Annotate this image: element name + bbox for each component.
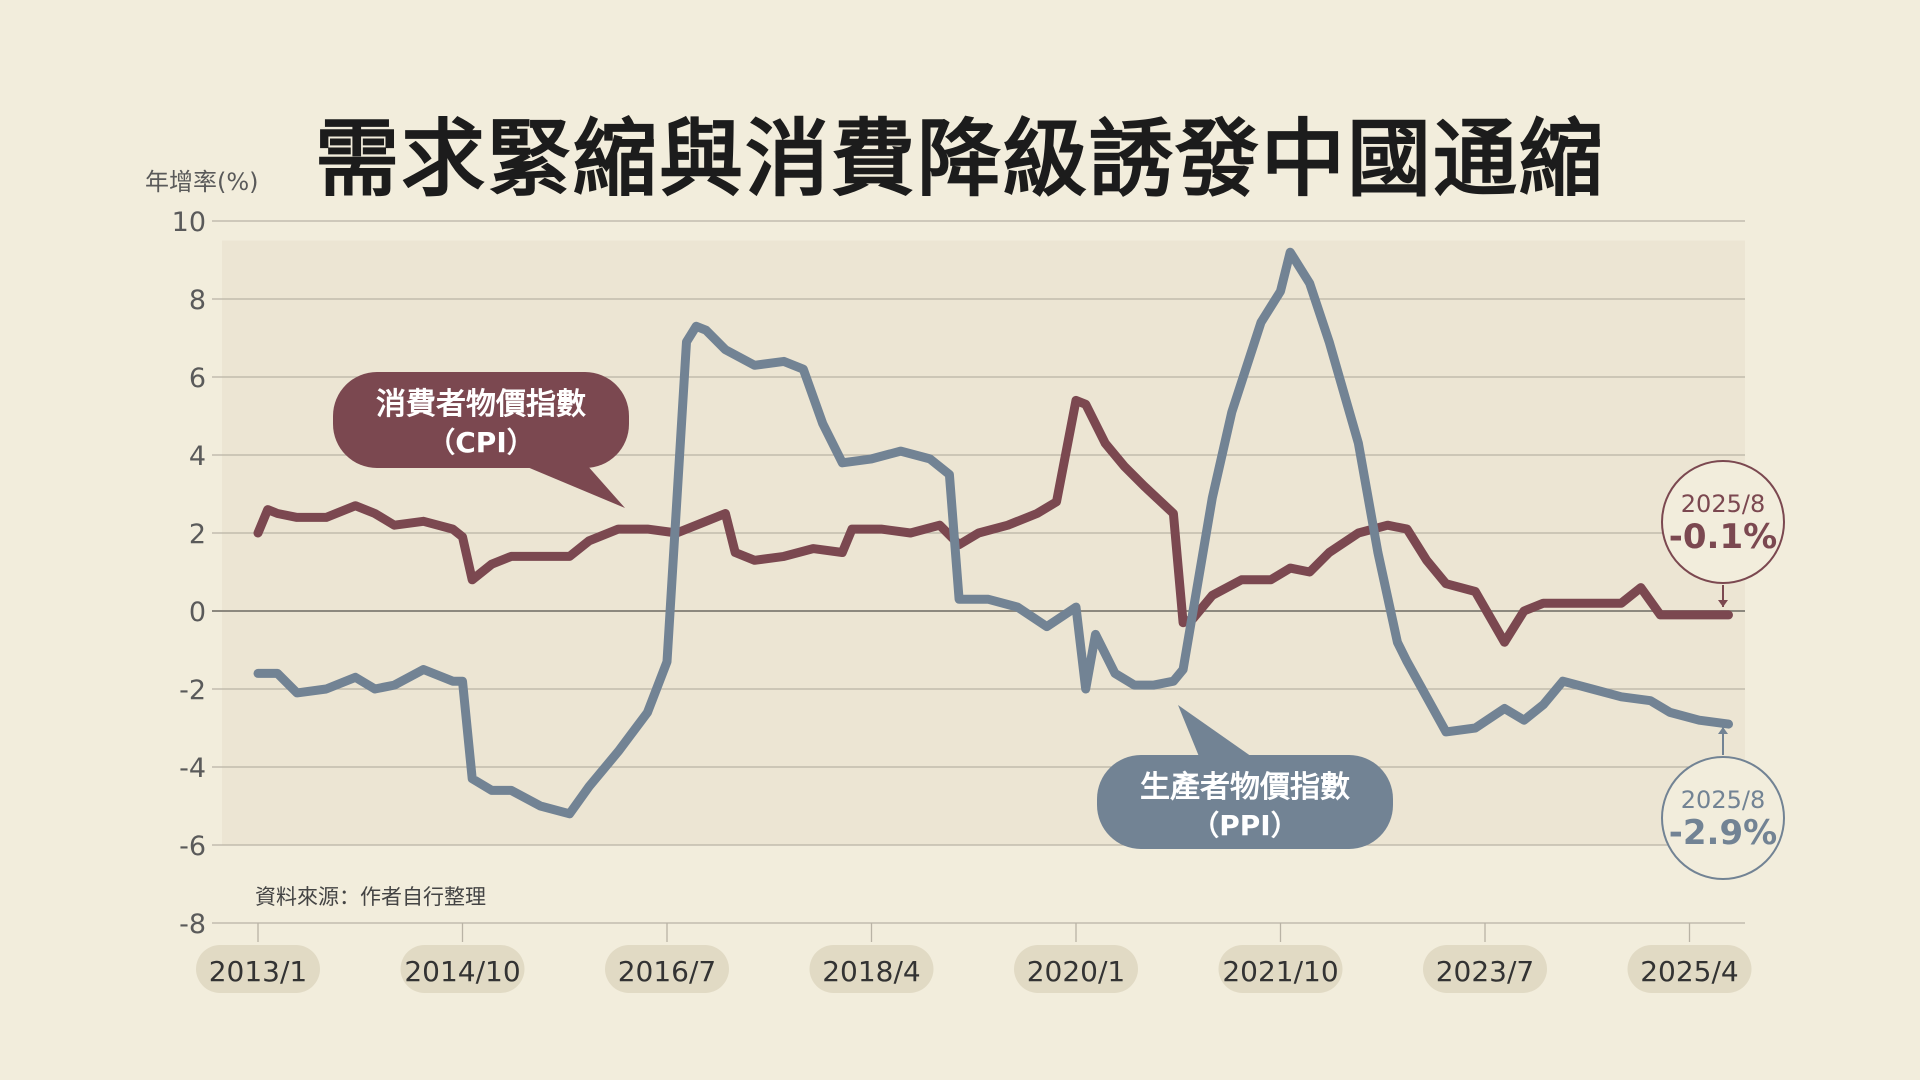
series-label: 消費者物價指數 <box>376 387 586 422</box>
ppi-series-line <box>253 247 1733 819</box>
annotation-circle <box>1661 756 1785 880</box>
plot-area <box>222 240 1745 845</box>
annotation-value: -2.9% <box>1669 813 1777 853</box>
y-tick-label: -2 <box>179 675 206 706</box>
x-tick-pill <box>809 945 934 993</box>
y-tick-label: 10 <box>172 207 206 238</box>
x-tick-label: 2016/7 <box>618 955 717 988</box>
x-tick-pill <box>400 945 525 993</box>
ppi-label-bubble: 生產者物價指數 （PPI） <box>1097 705 1393 849</box>
x-tick-pill <box>1218 945 1343 993</box>
y-tick-label: 2 <box>189 519 206 550</box>
bubble-tail <box>1178 705 1255 759</box>
chart-title: 需求緊縮與消費降級誘發中國通縮 <box>314 110 1605 208</box>
annotation-circle <box>1661 460 1785 584</box>
y-tick-label: -4 <box>179 753 206 784</box>
annotation-date: 2025/8 <box>1681 786 1765 814</box>
bubble-tail <box>520 464 625 508</box>
x-tick-label: 2018/4 <box>822 955 921 988</box>
annotation-date: 2025/8 <box>1681 490 1765 518</box>
x-tick-label: 2025/4 <box>1640 955 1739 988</box>
y-tick-label: 6 <box>189 363 206 394</box>
y-tick-label: -6 <box>179 831 206 862</box>
x-tick-pill <box>196 945 320 993</box>
y-tick-label: 8 <box>189 285 206 316</box>
y-tick-label: -8 <box>179 909 206 940</box>
annotation-value: -0.1% <box>1669 517 1777 557</box>
series-label: 生產者物價指數 <box>1140 770 1350 805</box>
cpi-label-bubble: 消費者物價指數 （CPI） <box>333 372 629 508</box>
x-tick-pill <box>1627 945 1752 993</box>
bubble-body <box>333 372 629 468</box>
x-tick-pill <box>1423 945 1547 993</box>
source-note: 資料來源：作者自行整理 <box>255 885 486 909</box>
y-tick-label: 0 <box>189 597 206 628</box>
x-tick-label: 2023/7 <box>1436 955 1535 988</box>
annotation-arrowhead <box>1718 600 1728 607</box>
x-tick-label: 2021/10 <box>1222 955 1338 988</box>
annotation-arrowhead <box>1718 727 1728 734</box>
series-label-abbrev: （PPI） <box>1191 809 1298 842</box>
y-axis-label: 年增率(%) <box>145 168 259 196</box>
x-tick-label: 2020/1 <box>1027 955 1126 988</box>
series-label-abbrev: （CPI） <box>427 426 535 459</box>
x-tick-label: 2014/10 <box>404 955 520 988</box>
x-tick-label: 2013/1 <box>209 955 308 988</box>
ppi-latest-annotation: 2025/8-2.9% <box>1661 727 1785 880</box>
cpi-latest-annotation: 2025/8-0.1% <box>1661 460 1785 607</box>
x-tick-pill <box>1014 945 1138 993</box>
bubble-body <box>1097 755 1393 849</box>
cpi-series-line <box>253 395 1733 647</box>
y-tick-label: 4 <box>189 441 206 472</box>
x-tick-pill <box>605 945 729 993</box>
